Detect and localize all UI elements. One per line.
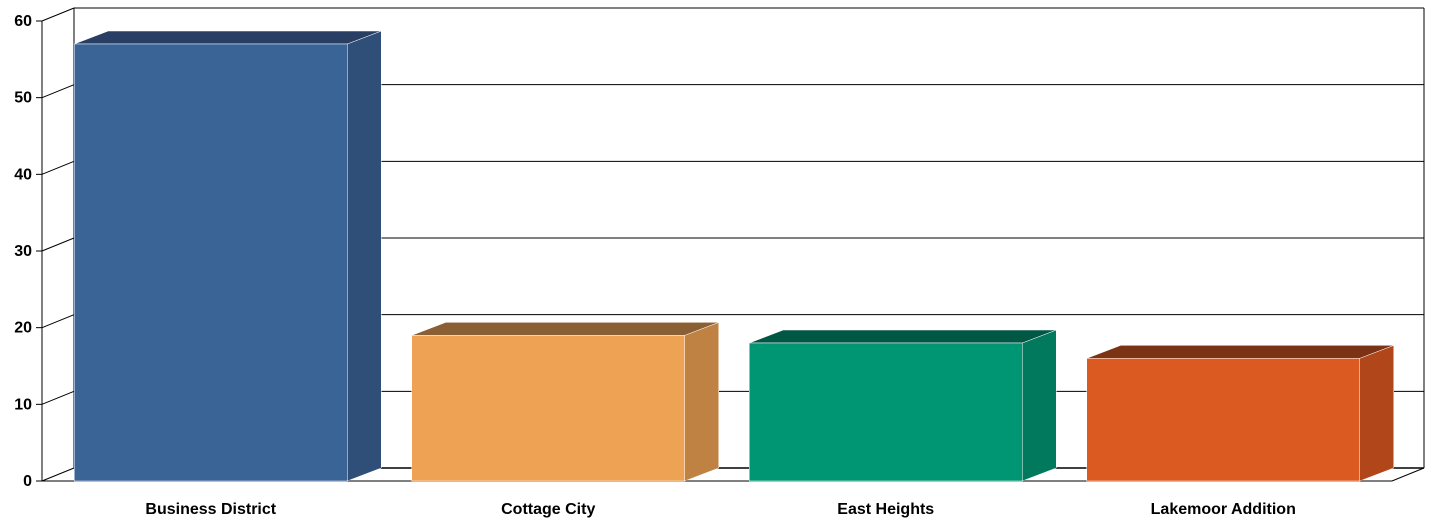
y-tick-label: 10 bbox=[14, 396, 32, 413]
bars bbox=[74, 30, 1394, 482]
bar-top bbox=[749, 329, 1057, 344]
gridline-side bbox=[41, 390, 75, 405]
gridline-side bbox=[41, 7, 75, 22]
x-tick-label: Business District bbox=[145, 501, 276, 518]
x-tick-label: Lakemoor Addition bbox=[1151, 501, 1296, 518]
bar-front bbox=[411, 335, 685, 482]
y-tick-label: 0 bbox=[23, 473, 32, 490]
bar-east-heights bbox=[749, 329, 1057, 482]
y-tick-label: 50 bbox=[14, 90, 32, 107]
bar-side bbox=[347, 30, 382, 482]
gridline-side bbox=[41, 467, 75, 482]
bar-business-district bbox=[74, 30, 382, 482]
bar-top bbox=[74, 30, 382, 45]
floor-right-edge bbox=[1391, 467, 1425, 482]
x-tick-label: Cottage City bbox=[501, 501, 595, 518]
bar-side bbox=[1022, 329, 1057, 482]
gridline-side bbox=[41, 160, 75, 175]
gridline-side bbox=[41, 84, 75, 99]
bar-front bbox=[74, 43, 348, 482]
bar-front bbox=[1086, 358, 1360, 482]
bar-side bbox=[1359, 344, 1394, 482]
labels: 0 10 20 30 40 50 60 Business District Cottage Ci… bbox=[14, 13, 1296, 518]
y-tick-label: 30 bbox=[14, 243, 32, 260]
gridline-side bbox=[41, 314, 75, 329]
bar-side bbox=[684, 321, 719, 482]
bar-front bbox=[749, 342, 1023, 482]
gridline-side bbox=[41, 237, 75, 252]
bar-cottage-city bbox=[411, 321, 719, 482]
y-tick-label: 40 bbox=[14, 166, 32, 183]
x-tick-label: East Heights bbox=[837, 501, 934, 518]
bar-top bbox=[1086, 345, 1394, 359]
bar-lakemoor-addition bbox=[1086, 344, 1394, 482]
bar-top bbox=[411, 322, 719, 336]
y-tick-label: 20 bbox=[14, 320, 32, 337]
y-tick-label: 60 bbox=[14, 13, 32, 30]
